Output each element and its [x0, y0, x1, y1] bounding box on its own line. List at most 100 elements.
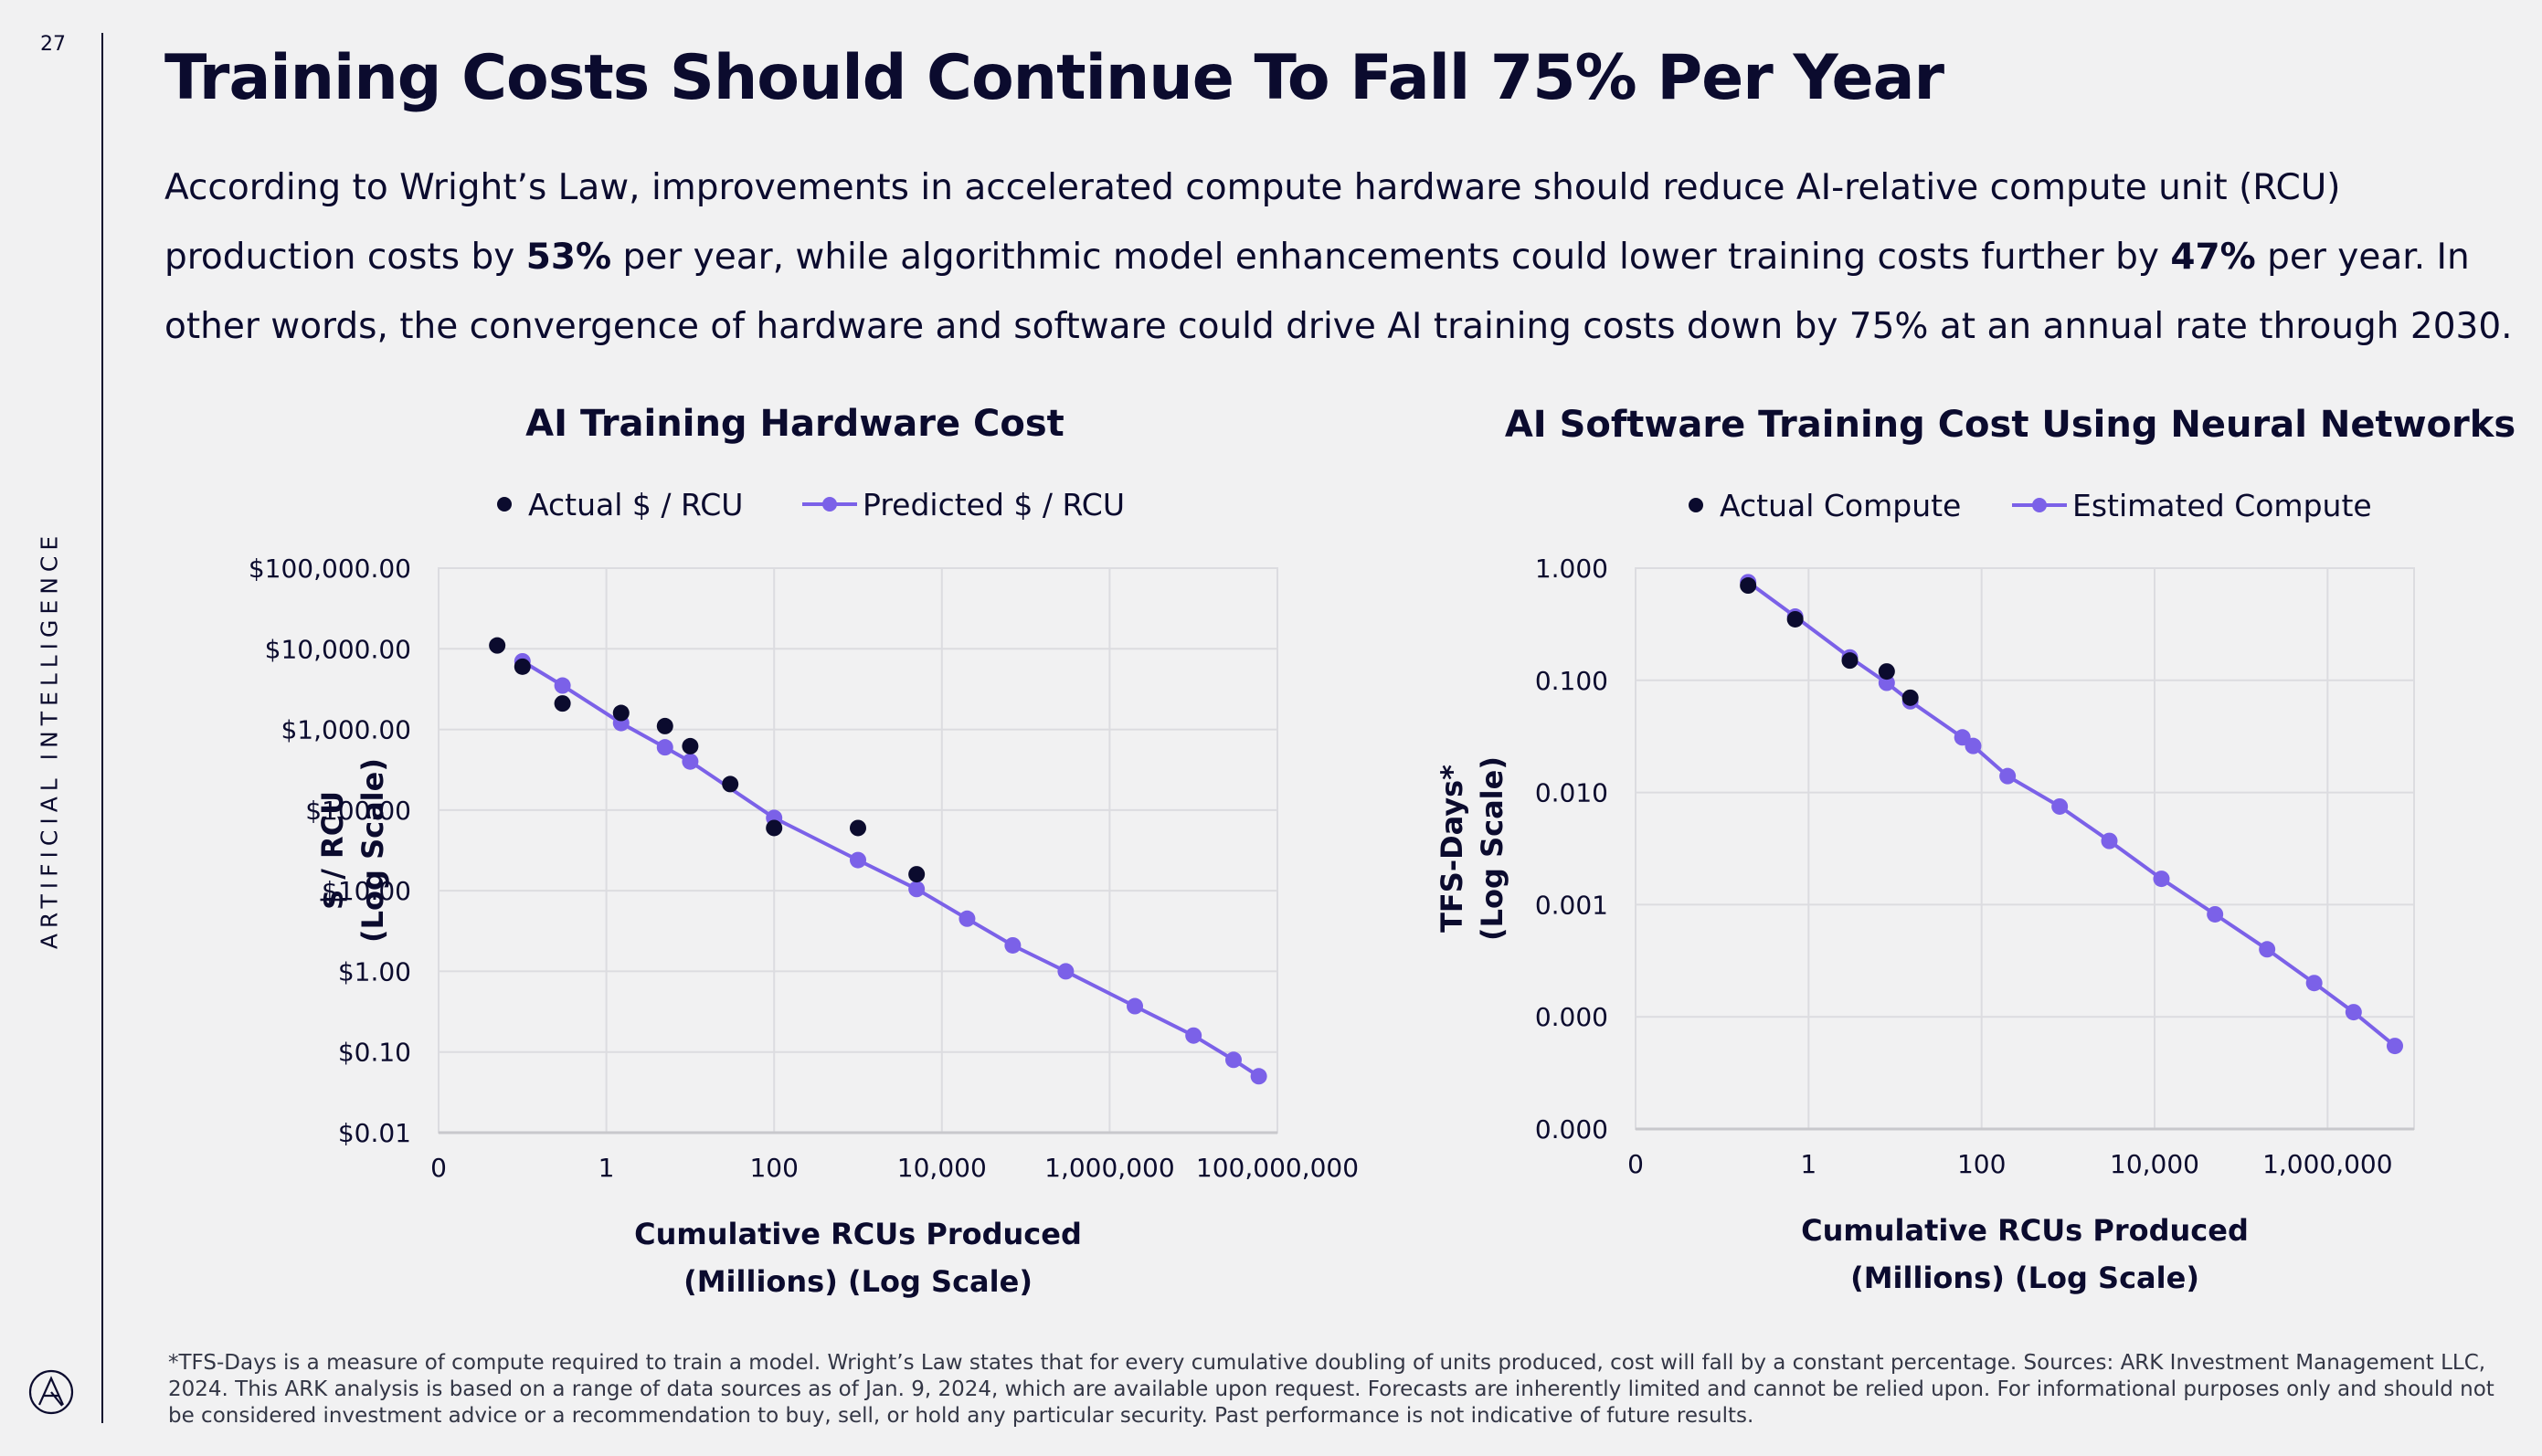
software-rate: 47%	[2170, 237, 2256, 278]
predicted-point	[2305, 975, 2323, 992]
y-tick-label: $0.01	[338, 1118, 411, 1148]
predicted-point	[1250, 1068, 1267, 1085]
actual-point	[612, 704, 630, 722]
y-tick-label: 1.000	[1535, 554, 1608, 584]
predicted-point	[2153, 870, 2170, 888]
predicted-point	[1965, 737, 1982, 754]
plot-area	[1635, 567, 2415, 1130]
y-tick-label: 0.100	[1535, 666, 1608, 696]
predicted-point	[1057, 963, 1075, 980]
x-tick-label: 0	[1627, 1149, 1644, 1179]
legend-marker-actual	[497, 497, 512, 512]
y-axis-title-line1: TFS-Days*	[1435, 765, 1469, 933]
actual-point	[766, 819, 783, 837]
actual-point	[1740, 577, 1757, 595]
x-tick-label: 1,000,000	[1044, 1153, 1175, 1183]
y-tick-label: $10.00	[322, 876, 411, 906]
predicted-point	[1127, 997, 1144, 1015]
predicted-point	[1004, 936, 1022, 954]
x-tick-label: 1	[1800, 1149, 1816, 1179]
x-axis-title-line2: (Millions) (Log Scale)	[683, 1264, 1033, 1299]
predicted-point	[2101, 832, 2118, 849]
predicted-series-line	[1747, 580, 2397, 1048]
predicted-point	[959, 910, 976, 927]
section-label: ARTIFICIAL INTELLIGENCE	[36, 530, 63, 950]
actual-point	[489, 637, 506, 654]
x-axis-title-line1: Cumulative RCUs Produced	[634, 1217, 1082, 1251]
chart-title: AI Training Hardware Cost	[525, 403, 1064, 445]
predicted-point	[682, 753, 699, 770]
y-tick-label: 0.001	[1535, 890, 1608, 920]
software-cost-chart: AI Software Training Cost Using Neural N…	[1389, 393, 2531, 1315]
actual-point	[722, 775, 739, 793]
legend-label-predicted: Predicted $ / RCU	[863, 487, 1125, 522]
legend-label-actual: Actual Compute	[1720, 488, 1961, 523]
legend-marker-predicted	[2032, 498, 2047, 512]
predicted-series-line	[521, 659, 1260, 1078]
page-number: 27	[40, 33, 66, 56]
actual-point	[850, 819, 866, 837]
legend-label-actual: Actual $ / RCU	[528, 487, 743, 522]
x-tick-label: 0	[430, 1153, 447, 1183]
actual-point	[1841, 652, 1859, 670]
actual-point	[1786, 610, 1804, 628]
intro-text-1: According to Wright’s Law, improvements …	[164, 167, 2341, 278]
hardware-cost-chart: AI Training Hardware Cost Actual $ / RCU P…	[146, 393, 1389, 1306]
predicted-point	[1878, 674, 1895, 691]
predicted-point	[2207, 905, 2224, 923]
x-axis-title-line1: Cumulative RCUs Produced	[1801, 1213, 2249, 1248]
actual-point	[908, 866, 926, 883]
y-tick-label: 0.010	[1535, 778, 1608, 808]
hardware-rate: 53%	[525, 237, 612, 278]
x-tick-label: 10,000	[897, 1153, 987, 1183]
intro-text-3: per year. In other words, the convergenc…	[164, 237, 2513, 347]
predicted-point	[2345, 1004, 2362, 1021]
intro-text-2: per year, while algorithmic model enhanc…	[611, 237, 2171, 278]
actual-point	[682, 737, 699, 754]
predicted-point	[1185, 1027, 1202, 1044]
chart-title: AI Software Training Cost Using Neural N…	[1505, 404, 2516, 446]
x-tick-label: 100	[1957, 1149, 2006, 1179]
predicted-point	[850, 851, 866, 869]
actual-point	[514, 658, 531, 675]
y-axis-title-line2: (Log Scale)	[355, 758, 390, 943]
left-divider	[101, 33, 103, 1423]
y-tick-label: $10,000.00	[265, 634, 411, 664]
intro-paragraph: According to Wright’s Law, improvements …	[164, 153, 2531, 362]
x-tick-label: 100,000,000	[1196, 1153, 1359, 1183]
y-axis-title-line2: (Log Scale)	[1475, 756, 1509, 941]
footnote: *TFS-Days is a measure of compute requir…	[168, 1351, 2494, 1428]
actual-point	[554, 695, 571, 712]
actual-point	[656, 717, 673, 734]
legend-marker-predicted	[822, 497, 837, 512]
y-tick-label: 0.000	[1535, 1002, 1608, 1032]
y-axis-title-line1: $ / RCU	[315, 791, 350, 910]
x-tick-label: 1	[598, 1153, 615, 1183]
y-axis-title: TFS-Days* (Log Scale)	[1435, 756, 1509, 941]
x-tick-label: 100	[749, 1153, 798, 1183]
predicted-point	[554, 677, 571, 694]
y-tick-label: $100,000.00	[249, 554, 411, 584]
y-tick-label: $100.00	[305, 796, 411, 826]
y-tick-label: $1.00	[338, 956, 411, 986]
predicted-point	[1224, 1051, 1242, 1069]
actual-point	[1878, 663, 1895, 681]
actual-point	[1901, 689, 1919, 706]
legend-label-predicted: Estimated Compute	[2072, 488, 2372, 523]
x-axis-title-line2: (Millions) (Log Scale)	[1850, 1261, 2199, 1295]
ark-logo-icon	[28, 1369, 74, 1415]
y-axis-title: $ / RCU (Log Scale)	[315, 758, 390, 943]
plot-area	[438, 567, 1278, 1134]
predicted-point	[2259, 941, 2276, 958]
y-tick-label: $1,000.00	[281, 715, 411, 745]
predicted-point	[1999, 767, 2017, 785]
page-title: Training Costs Should Continue To Fall 7…	[164, 42, 1944, 114]
y-tick-label: 0.000	[1535, 1114, 1608, 1145]
x-tick-label: 1,000,000	[2262, 1149, 2393, 1179]
predicted-point	[2386, 1038, 2403, 1055]
predicted-point	[656, 739, 673, 756]
predicted-point	[2051, 797, 2069, 815]
predicted-point	[908, 881, 926, 898]
x-tick-label: 10,000	[2110, 1149, 2199, 1179]
y-tick-label: $0.10	[338, 1038, 411, 1068]
